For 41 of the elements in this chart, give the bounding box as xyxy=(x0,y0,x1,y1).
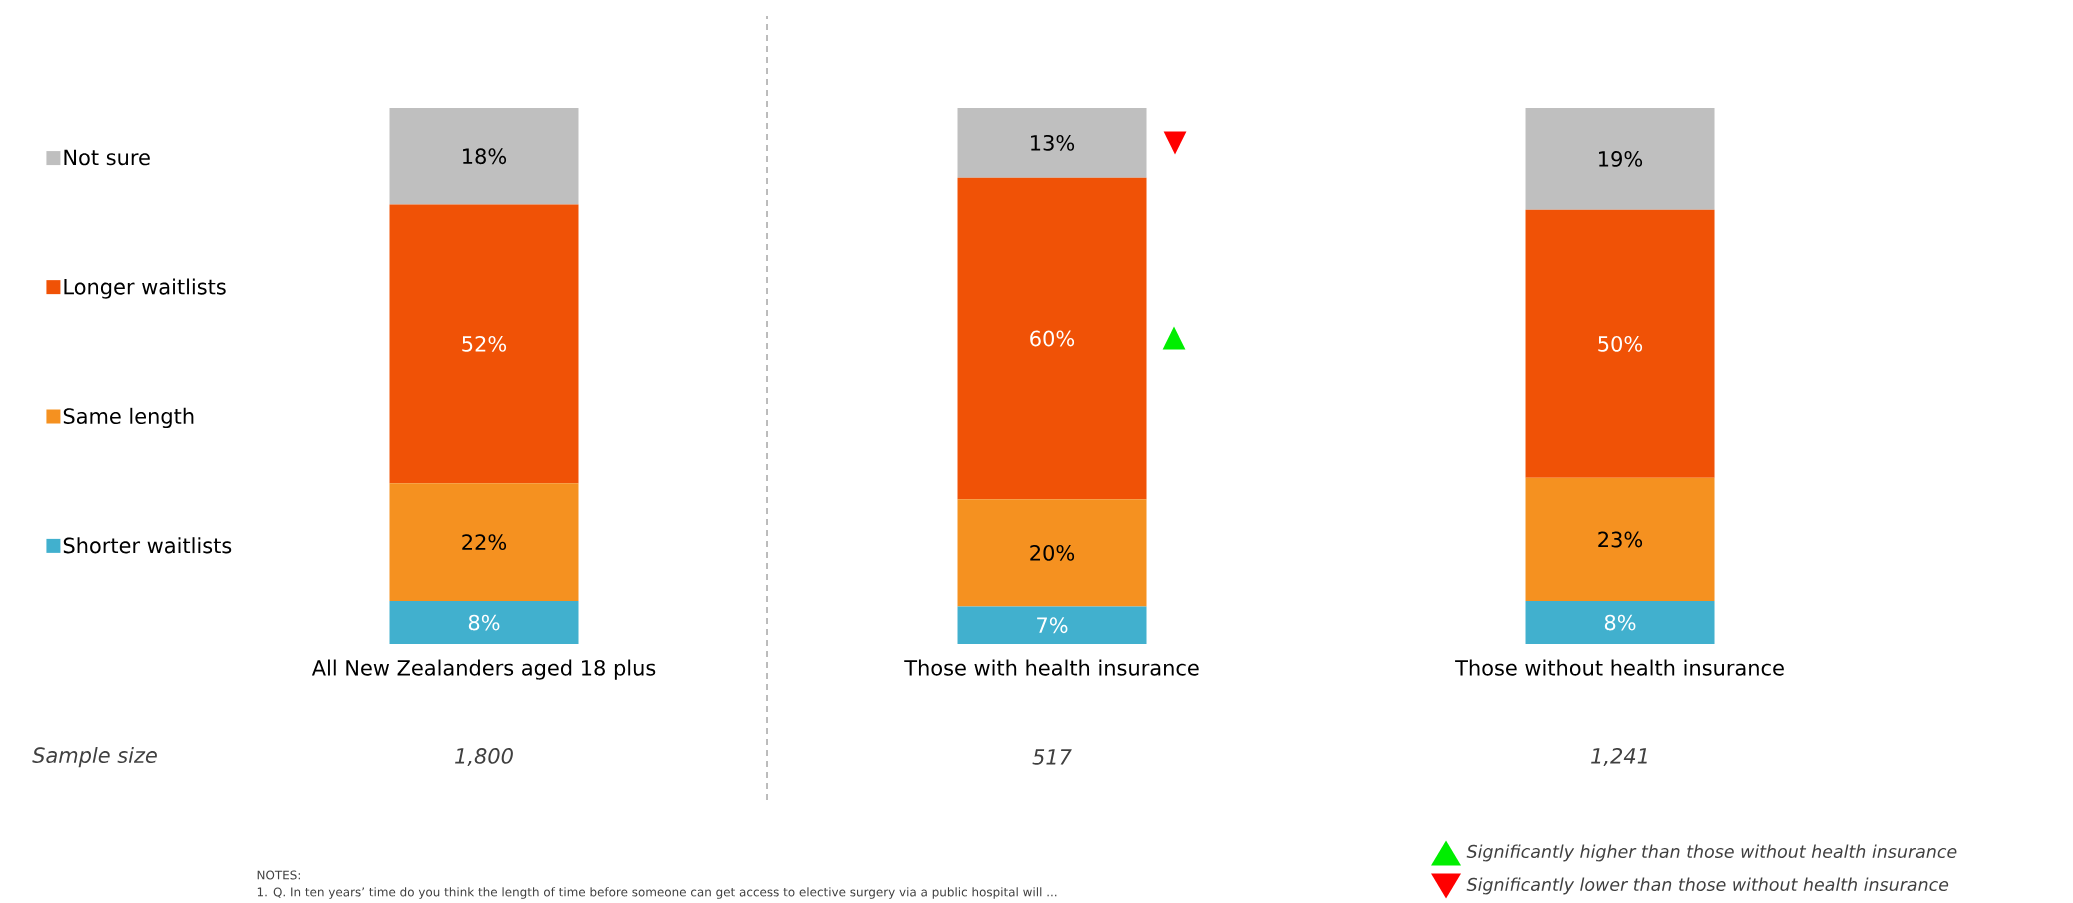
data-label: 8% xyxy=(468,614,500,631)
data-label: 19% xyxy=(1599,151,1643,167)
bar xyxy=(957,107,1147,178)
bar xyxy=(957,499,1147,607)
data-label: 50% xyxy=(1598,335,1643,352)
data-label: 13% xyxy=(1031,134,1075,151)
bar xyxy=(1525,477,1715,602)
text: Sample size xyxy=(32,746,157,768)
text: 1,241 xyxy=(1591,748,1647,766)
data-label: 52% xyxy=(462,335,507,352)
text: 517 xyxy=(1032,749,1072,765)
bar xyxy=(389,107,579,205)
bar xyxy=(1525,107,1715,210)
text: 1,800 xyxy=(455,748,513,766)
legend-label: Not sure xyxy=(64,149,150,166)
data-label: 18% xyxy=(463,148,507,165)
data-label: 23% xyxy=(1598,531,1643,548)
annotation: ▲ xyxy=(1162,326,1186,350)
text: Significantly higher than those without health insurance xyxy=(1466,844,1957,862)
data-label: 22% xyxy=(462,534,507,551)
legend-label: Shorter waitlists xyxy=(63,537,232,554)
data-label: 60% xyxy=(1030,330,1075,347)
bar xyxy=(957,177,1147,500)
x-tick-label: Those with health insurance xyxy=(904,659,1199,676)
data-label: 8% xyxy=(1604,614,1636,631)
data-label: 20% xyxy=(1030,544,1075,561)
bar xyxy=(389,483,579,602)
bar xyxy=(389,204,579,484)
text: 1. Q. In ten years’ time do you think the length of time before someone can get access to elective surgery via a public hospital will ... xyxy=(257,887,1057,899)
bar xyxy=(389,601,579,644)
legend-label: Same length xyxy=(63,407,194,429)
annotation: ▼ xyxy=(1163,131,1187,155)
x-tick-label: Those without health insurance xyxy=(1455,659,1784,676)
x-tick-label: All New Zealanders aged 18 plus xyxy=(311,659,656,680)
text: NOTES: xyxy=(257,870,300,880)
text: Significantly lower than those without health insurance xyxy=(1466,877,1949,895)
bar xyxy=(957,606,1147,644)
bar xyxy=(1525,601,1715,644)
data-label: 7% xyxy=(1037,617,1068,634)
legend-label: Longer waitlists xyxy=(64,278,226,299)
bar xyxy=(1525,209,1715,478)
